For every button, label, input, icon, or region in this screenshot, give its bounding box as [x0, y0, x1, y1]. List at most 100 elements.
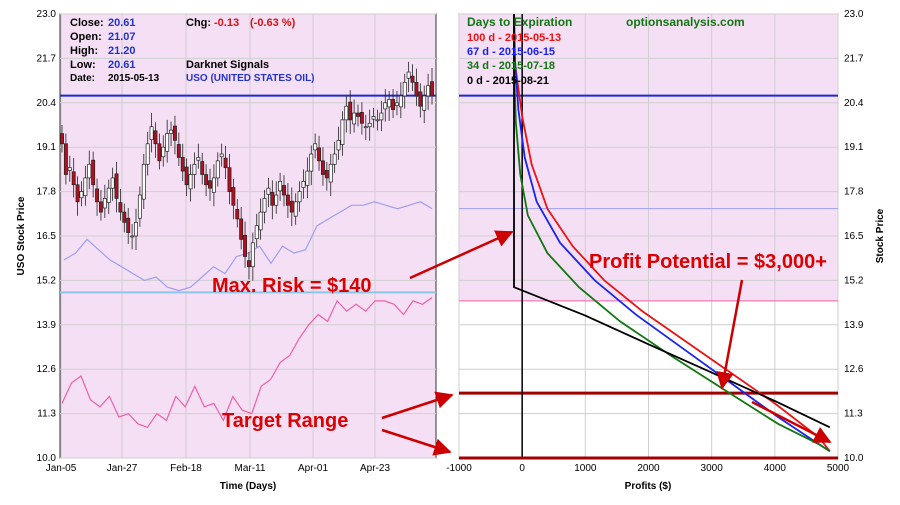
open-label: Open:: [70, 31, 102, 43]
candle-body: [402, 81, 407, 97]
high-value: 21.20: [108, 45, 136, 57]
price-y-tick-label: 13.9: [37, 320, 57, 331]
profit-y-tick-label: 13.9: [844, 320, 864, 331]
curve-0d: [513, 14, 831, 429]
candle-body: [383, 102, 388, 110]
candle-body: [317, 147, 322, 162]
profit-curves: [513, 13, 831, 452]
candle-body: [262, 198, 267, 213]
candle-body: [235, 209, 240, 220]
candle-body: [219, 153, 224, 158]
candle-body: [356, 112, 360, 117]
candle-body: [367, 122, 372, 128]
candle-body: [95, 188, 100, 203]
profit-y-tick-label: 12.6: [844, 364, 864, 375]
profit-y-tick-label: 23.0: [844, 9, 864, 20]
candle-body: [141, 163, 146, 200]
target-range-arrow-up: [381, 391, 454, 420]
candle-body: [106, 187, 111, 203]
price-x-tick-label: Mar-11: [235, 463, 266, 474]
chg-percent: (-0.63 %): [250, 17, 296, 29]
max-risk-arrow: [409, 230, 514, 280]
candle-body: [79, 191, 84, 199]
candle-body: [313, 143, 318, 151]
candle-body: [71, 171, 76, 186]
candle-body: [180, 157, 185, 172]
profit-x-tick-label: 2000: [637, 463, 660, 474]
candle-body: [246, 260, 251, 268]
candle-body: [161, 146, 166, 158]
chg-value: -0.13: [214, 17, 239, 29]
price-y-tick-label: 15.2: [37, 275, 57, 286]
candle-body: [414, 81, 419, 97]
profit-potential-label: Profit Potential = $3,000+: [589, 251, 827, 273]
candle-body: [398, 95, 403, 108]
price-panel-grid: [60, 13, 436, 459]
legend-item-0d: 0 d - 2015-08-21: [467, 75, 549, 87]
candle-body: [324, 170, 329, 179]
profit-x-tick-label: 5000: [827, 463, 850, 474]
candle-body: [394, 102, 399, 106]
max-risk-label: Max. Risk = $140: [212, 275, 372, 297]
candle-body: [274, 194, 279, 206]
candle-body: [297, 191, 302, 203]
price-y-tick-label: 21.7: [37, 53, 57, 64]
signal-label: Darknet Signals: [186, 59, 269, 71]
candle-body: [157, 143, 162, 162]
profit-x-tick-label: 0: [519, 463, 525, 474]
profit-panel-x-axis-title: Profits ($): [625, 481, 672, 492]
price-panel-x-ticks: Jan-05 Jan-27 Feb-18 Mar-11 Apr-01 Apr-23: [46, 463, 391, 474]
candle-body: [426, 85, 431, 97]
candle-body: [348, 101, 353, 121]
candle-body: [149, 126, 154, 141]
candle-body: [328, 163, 333, 183]
candle-body: [243, 234, 248, 257]
profit-y-tick-label: 21.7: [844, 53, 864, 64]
profit-panel-x-ticks: -1000 0 1000 2000 3000 4000 5000: [446, 463, 849, 474]
price-x-tick-label: Apr-23: [360, 463, 390, 474]
candle-body: [211, 177, 216, 193]
price-panel-y-ticks: 10.0 11.3 12.6 13.9 15.2 16.5 17.8 19.1 20.4 21.7…: [37, 9, 57, 464]
candle-body: [278, 181, 283, 192]
candle-body: [145, 143, 150, 165]
candle-body: [176, 144, 181, 158]
candle-body: [379, 112, 384, 121]
candle-body: [332, 153, 337, 165]
candle-body: [169, 129, 174, 134]
candle-body: [227, 167, 232, 192]
candle-body: [98, 201, 103, 213]
price-panel-x-axis-title: Time (Days): [220, 481, 277, 492]
candle-body: [114, 173, 119, 199]
high-label: High:: [70, 45, 98, 57]
profit-x-tick-label: -1000: [446, 463, 472, 474]
profit-panel-y-ticks: 10.0 11.3 12.6 13.9 15.2 16.5 17.8 19.1 20.4 21.7…: [844, 9, 864, 464]
candle-body: [340, 119, 345, 145]
candle-body: [371, 116, 376, 120]
candle-body: [418, 91, 423, 107]
candle-body: [102, 198, 107, 209]
candle-body: [153, 130, 158, 145]
price-x-tick-label: Feb-18: [170, 463, 202, 474]
price-y-tick-label: 10.0: [37, 453, 57, 464]
date-value: 2015-05-13: [108, 73, 160, 84]
legend-item-34d: 34 d - 2015-07-18: [467, 60, 555, 72]
upper-band-line: [63, 201, 433, 292]
candle-body: [87, 163, 92, 179]
low-label: Low:: [70, 59, 96, 71]
profit-panel-levels: [459, 14, 838, 460]
candlesticks: [60, 61, 434, 281]
candle-body: [215, 160, 220, 179]
candle-body: [320, 160, 325, 175]
curve-67d: [513, 13, 831, 452]
candle-body: [165, 133, 170, 152]
price-y-tick-label: 23.0: [37, 9, 57, 20]
price-panel-y-axis-title: USO Stock Price: [16, 196, 27, 275]
candle-body: [118, 202, 123, 213]
candle-body: [430, 81, 434, 97]
candle-body: [196, 157, 201, 161]
profit-y-tick-label: 20.4: [844, 98, 864, 109]
profit-y-tick-label: 17.8: [844, 187, 864, 198]
close-value: 20.61: [108, 17, 136, 29]
candle-body: [375, 119, 380, 122]
candle-body: [293, 201, 298, 217]
